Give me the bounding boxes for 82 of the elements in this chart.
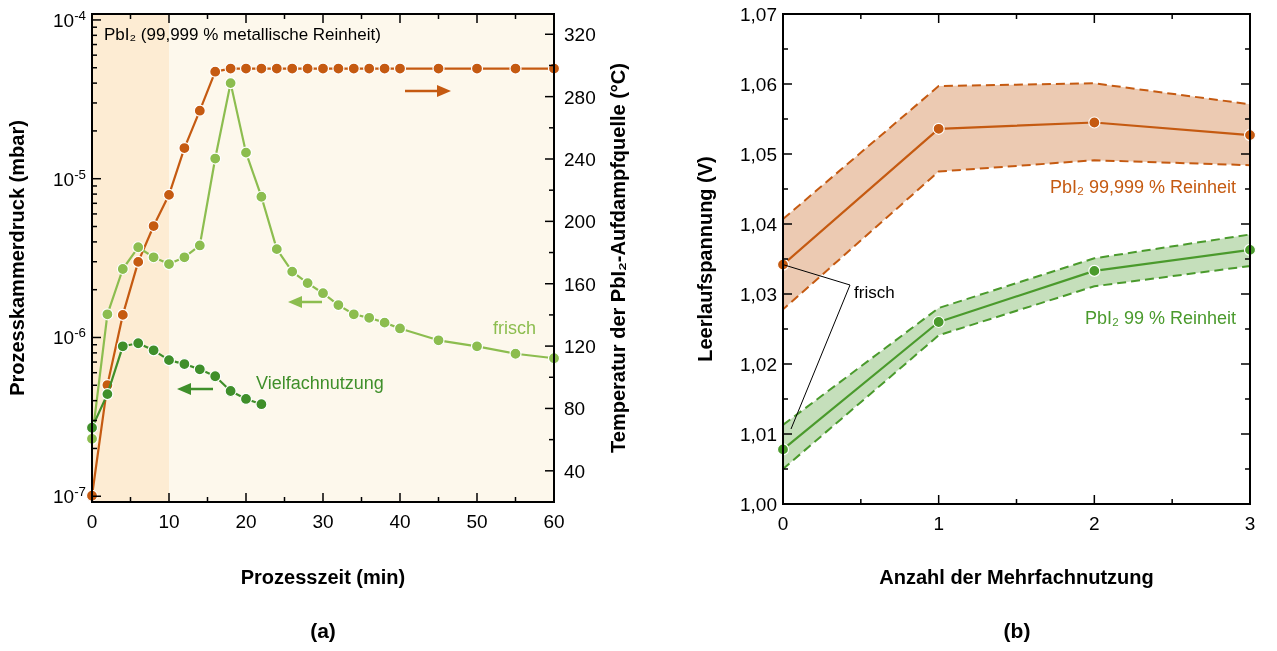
y2-tick-label: 320: [564, 24, 596, 46]
point: [209, 152, 222, 165]
point: [147, 251, 160, 264]
y2-tick-label: 120: [564, 336, 596, 358]
x-tick-label: 1: [933, 513, 944, 534]
point: [255, 398, 268, 411]
y-tick-label: 1,05: [740, 144, 777, 165]
y2-axis-title: Temperatur der PbI₂-Aufdampfquelle (°C): [607, 63, 629, 453]
x-tick-label: 2: [1089, 513, 1100, 534]
point: [193, 239, 206, 252]
annotation: PbI₂ (99,999 % metallische Reinheit): [104, 25, 381, 44]
point: [116, 262, 129, 276]
point: [1088, 116, 1101, 129]
point: [239, 146, 253, 159]
point: [178, 251, 191, 264]
y-tick-label: 1,06: [740, 74, 777, 95]
point: [378, 316, 391, 329]
point: [224, 384, 237, 398]
point: [347, 308, 360, 321]
y-axis-title: Prozesskammerdruck (mbar): [6, 120, 28, 396]
point: [116, 340, 129, 353]
y2-tick-label: 200: [564, 211, 596, 233]
x-tick-label: 60: [543, 511, 565, 532]
x-tick-label: 40: [389, 511, 411, 532]
point: [332, 298, 345, 312]
point: [209, 370, 222, 383]
point: [286, 265, 299, 278]
point: [255, 190, 268, 203]
y-tick-label: 10$^{-7}$: [53, 483, 86, 508]
x-axis-title: Anzahl der Mehrfachnutzung: [879, 566, 1154, 588]
y2-tick-label: 240: [564, 149, 596, 170]
text: PbI₂ 99,999 % Reinheit: [1049, 177, 1236, 197]
y-tick-label: 10$^{-6}$: [53, 324, 86, 349]
series-label: frisch: [492, 318, 536, 338]
y-tick-label: 10$^{-4}$: [53, 7, 86, 31]
x-tick-label: 0: [86, 511, 98, 532]
point: [101, 308, 114, 321]
point: [178, 357, 191, 371]
y-axis-title: Leerlaufspannung (V): [694, 156, 716, 362]
x-tick-label: 50: [466, 511, 488, 532]
y-tick-label: 1,07: [740, 4, 777, 25]
text: (b): [1003, 619, 1031, 642]
point: [316, 287, 330, 300]
point: [239, 392, 253, 406]
annotation: frisch: [854, 283, 895, 302]
y-tick-label: 10$^{-5}$: [53, 166, 86, 190]
point: [193, 363, 206, 376]
y2-tick-label: 80: [564, 398, 586, 420]
point: [132, 241, 145, 254]
x-tick-label: 20: [235, 511, 257, 532]
y-tick-label: 1,02: [740, 354, 777, 375]
point: [393, 322, 407, 335]
y-tick-label: 1,00: [740, 494, 777, 515]
x-tick-label: 10: [158, 511, 180, 532]
point: [432, 334, 445, 347]
y2-tick-label: 280: [564, 86, 596, 108]
point: [509, 347, 522, 360]
x-tick-label: 3: [1244, 513, 1256, 534]
x-tick-label: 30: [312, 511, 334, 532]
x-axis-title: Prozesszeit (min): [240, 566, 406, 588]
point: [932, 122, 945, 135]
point: [101, 387, 114, 401]
point: [224, 77, 237, 90]
point: [270, 243, 283, 256]
point: [932, 315, 945, 329]
y-tick-label: 1,04: [740, 214, 778, 235]
point: [1088, 264, 1101, 277]
y-tick-label: 1,03: [740, 284, 777, 305]
y2-tick-label: 40: [564, 460, 586, 482]
point: [363, 311, 376, 324]
legend-label: Vielfachnutzung: [256, 373, 384, 393]
x-tick-label: 0: [777, 513, 789, 534]
y2-tick-label: 160: [564, 273, 596, 295]
point: [132, 337, 145, 350]
series-label: PbI₂ 99 % Reinheit: [1084, 308, 1236, 328]
point: [147, 344, 160, 357]
y-tick-label: 1,01: [740, 424, 777, 445]
point: [470, 340, 484, 353]
point: [162, 354, 176, 367]
point: [301, 277, 314, 290]
text: (a): [310, 619, 336, 642]
point: [162, 257, 176, 271]
